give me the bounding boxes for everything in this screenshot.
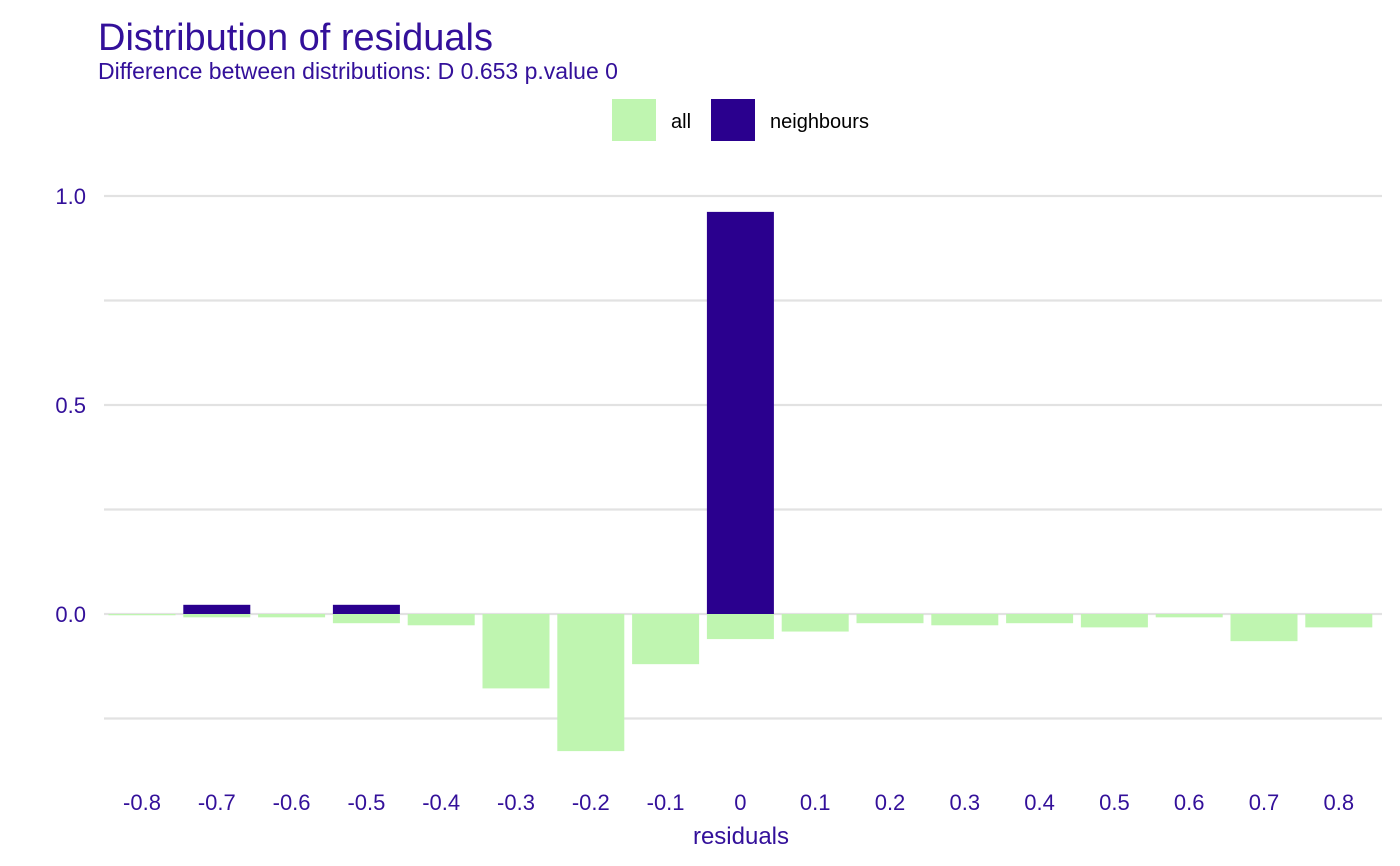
y-axis-ticks: 1.0 0.5 0.0 [55,184,86,627]
x-tick-label: 0.6 [1174,790,1205,815]
y-tick-label: 1.0 [55,184,86,209]
bars [108,211,1373,752]
x-axis-title: residuals [693,823,789,850]
x-tick-label: -0.2 [572,790,610,815]
x-tick-label: 0.3 [950,790,981,815]
y-tick-label: 0.0 [55,602,86,627]
chart-title: Distribution of residuals [98,17,493,59]
x-tick-label: -0.3 [497,790,535,815]
bar-all [183,614,251,618]
legend: all neighbours [612,99,869,141]
x-tick-label: -0.7 [198,790,236,815]
y-tick-label: 0.5 [55,393,86,418]
bar-all [108,614,176,616]
bar-all [781,614,849,632]
bar-all [482,614,550,689]
x-tick-label: -0.8 [123,790,161,815]
bar-all [856,614,924,624]
x-axis-ticks: -0.8 -0.7 -0.6 -0.5 -0.4 -0.3 -0.2 -0.1 0 0.1 0.2 0… [123,790,1354,815]
bar-all [1080,614,1148,628]
chart-subtitle: Difference between distributions: D 0.65… [98,58,618,84]
x-tick-label: 0.1 [800,790,831,815]
x-tick-label: 0.7 [1249,790,1280,815]
legend-label-all: all [671,111,691,133]
bar-neighbours [332,604,400,614]
bar-neighbours [183,604,251,614]
bar-all [1305,614,1373,628]
x-tick-label: 0.4 [1024,790,1055,815]
bar-neighbours [706,211,774,614]
x-tick-label: -0.1 [647,790,685,815]
x-tick-label: 0.2 [875,790,906,815]
x-tick-label: -0.4 [422,790,460,815]
legend-swatch-neighbours [711,99,755,141]
x-tick-label: 0 [734,790,746,815]
x-tick-label: -0.6 [273,790,311,815]
bar-all [407,614,475,626]
bar-all [258,614,326,618]
bar-all [1155,614,1223,618]
legend-label-neighbours: neighbours [770,111,869,133]
bar-all [632,614,700,665]
bar-all [1006,614,1074,624]
bar-all [1230,614,1298,642]
bar-all [931,614,999,626]
x-tick-label: 0.8 [1324,790,1355,815]
bar-all [706,614,774,640]
x-tick-label: -0.5 [347,790,385,815]
bar-all [332,614,400,624]
x-tick-label: 0.5 [1099,790,1130,815]
legend-swatch-all [612,99,656,141]
bar-all [557,614,625,752]
